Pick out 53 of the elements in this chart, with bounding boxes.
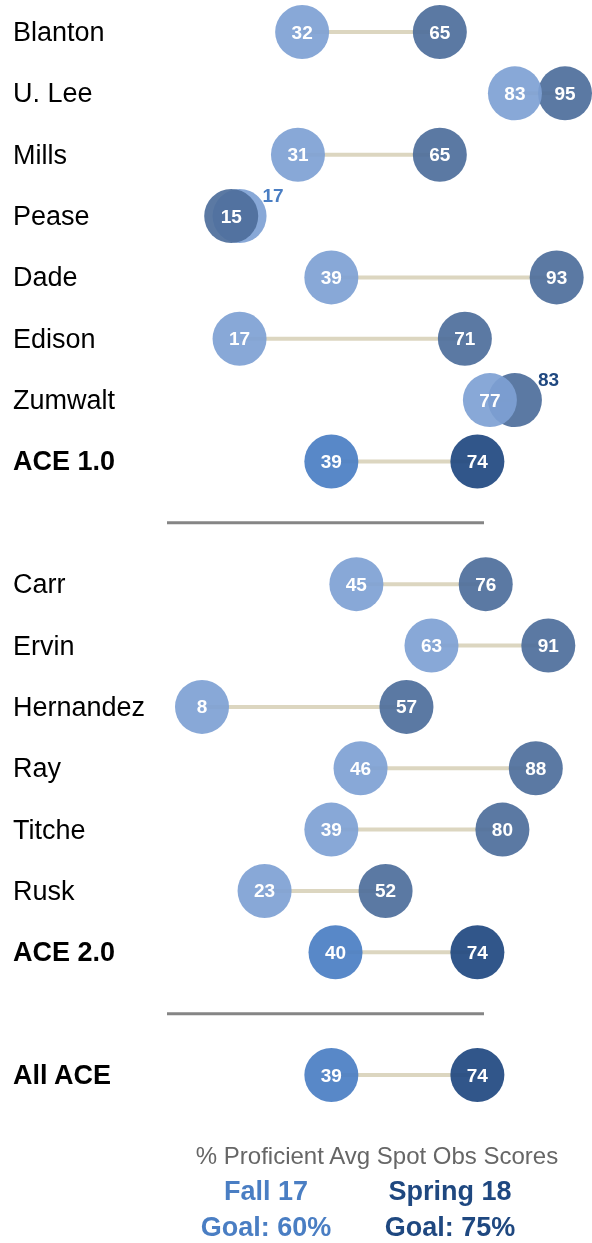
data-label: 74 [466,1064,489,1086]
data-label: 63 [420,635,443,657]
y-tick-label: Edison [13,323,96,354]
data-label: 74 [466,450,489,472]
y-tick-label: Pease [13,201,90,232]
data-label: 39 [320,450,342,472]
data-label: 88 [525,757,547,779]
data-label: 91 [537,635,560,657]
data-label: 80 [491,819,513,841]
y-tick-label: ACE 2.0 [13,937,116,968]
data-label: 8 [196,696,208,718]
y-tick-label: Dade [13,262,78,293]
y-tick-label: U. Lee [13,78,93,109]
text: Goal: 75% [384,1212,516,1242]
data-label: 40 [324,941,347,963]
y-tick-label: Titche [13,814,86,845]
data-label: 17 [228,328,251,350]
data-label: 52 [375,880,397,902]
data-label: 71 [454,328,476,350]
data-label: 39 [320,266,342,288]
data-label: 46 [349,757,372,779]
data-label: 57 [395,696,418,718]
data-label: 65 [429,144,451,166]
y-tick-label: Zumwalt [13,385,116,416]
text: Goal: 60% [200,1212,332,1242]
text: Spring 18 [388,1176,512,1206]
data-label: 95 [554,82,576,104]
y-tick-label: ACE 1.0 [13,446,116,477]
legend-title: % Proficient Avg Spot Obs Scores [195,1142,559,1169]
data-label: 77 [479,389,501,411]
data-label: 17 [262,185,284,207]
y-tick-label: Hernandez [13,691,146,722]
y-tick-label: Rusk [13,875,76,906]
data-label: 76 [475,573,497,595]
data-label: 39 [320,819,342,841]
y-tick-label: Ervin [13,630,75,661]
data-label: 45 [345,573,368,595]
data-label: 93 [546,266,568,288]
data-label: 31 [287,144,309,166]
data-label: 74 [466,941,489,963]
data-label: 83 [504,82,526,104]
data-label: 23 [254,880,276,902]
data-label: 65 [429,21,451,43]
y-tick-label: Carr [13,569,66,600]
y-tick-label: Ray [13,753,62,784]
data-label: 39 [320,1064,342,1086]
y-tick-label: All ACE [13,1060,112,1090]
y-tick-label: Blanton [13,17,105,47]
data-label: 32 [291,21,313,43]
data-label: 15 [220,205,243,227]
data-label: 83 [537,369,560,391]
text: Fall 17 [223,1176,309,1206]
y-tick-label: Mills [13,139,67,170]
